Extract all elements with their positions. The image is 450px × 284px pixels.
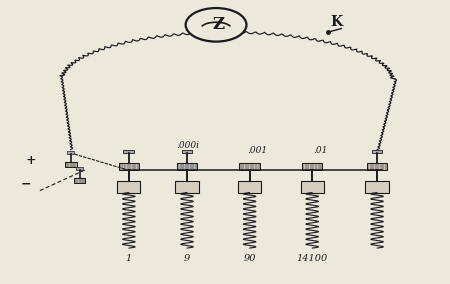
Bar [117,181,140,193]
Text: −: − [21,178,31,191]
Bar [239,163,260,170]
Bar [238,181,261,193]
Bar [74,178,86,183]
Text: .000i: .000i [176,141,199,150]
Bar [123,151,134,153]
Bar [302,163,323,170]
Bar [76,167,83,170]
Text: .01: .01 [313,146,328,155]
Bar [372,151,382,153]
Bar [365,181,389,193]
Bar [118,163,139,170]
Bar [65,162,76,167]
Text: 9: 9 [184,254,190,263]
Bar [177,163,197,170]
Bar [67,151,74,154]
Text: +: + [25,154,36,168]
Text: 90: 90 [243,254,256,263]
Text: Z: Z [212,16,225,33]
Bar [301,181,324,193]
Bar [182,151,192,153]
Circle shape [186,8,247,41]
Text: .001: .001 [248,146,268,155]
Text: K: K [331,15,343,29]
Bar [176,181,198,193]
Bar [367,163,387,170]
Text: 1: 1 [126,254,132,263]
Text: 14100: 14100 [297,254,328,263]
